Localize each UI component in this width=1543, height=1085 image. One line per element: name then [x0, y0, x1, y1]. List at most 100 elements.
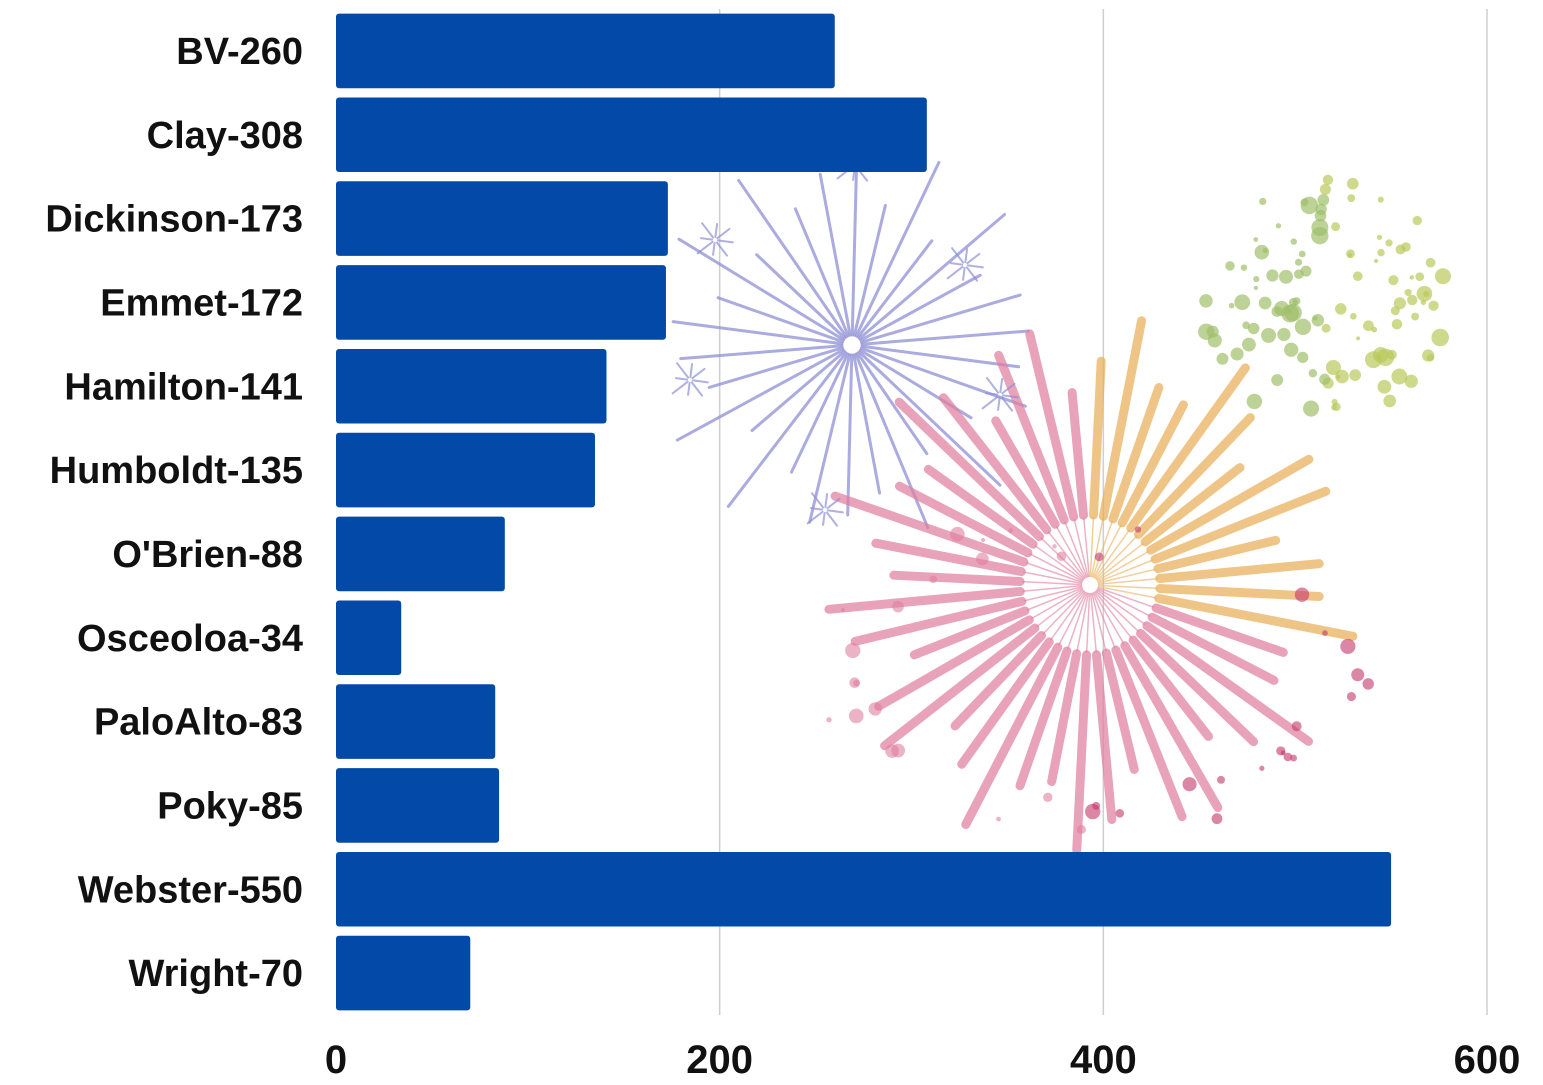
firework-dot: [1271, 306, 1283, 317]
firework-ray: [854, 160, 941, 338]
firework-dot: [1415, 272, 1425, 282]
firework-dot: [1308, 368, 1318, 378]
firework-ray: [966, 252, 981, 265]
firework-ray: [1035, 589, 1085, 628]
firework-dot: [1056, 551, 1067, 561]
firework-dot: [1303, 400, 1320, 417]
firework-ray: [1098, 316, 1147, 521]
category-labels: BV-260 Clay-308 Dickinson-173 Emmet-172 Hami…: [45, 31, 303, 995]
firework-dot: [1331, 222, 1341, 232]
category-label: Osceoloa-34: [77, 618, 303, 660]
firework-dot: [1094, 552, 1104, 562]
firework-dot: [1291, 721, 1302, 732]
firework-ray: [699, 237, 714, 241]
firework-dot: [1298, 250, 1306, 258]
bar: [336, 432, 595, 508]
firework-ray: [726, 351, 848, 508]
firework-ray: [857, 350, 1002, 487]
firework-dot: [1412, 215, 1422, 226]
category-label: Hamilton-141: [64, 366, 303, 408]
bar: [336, 97, 927, 173]
firework-dot: [1266, 269, 1279, 282]
firework-dot: [1404, 374, 1418, 388]
firework-ray: [1097, 584, 1158, 590]
firework-dot: [1404, 288, 1412, 297]
firework-ray: [750, 350, 846, 433]
firework-dot: [1216, 352, 1229, 365]
firework-dot: [1294, 269, 1304, 280]
firework-dot: [1388, 275, 1399, 286]
firework-ray: [691, 379, 709, 384]
firework-dot: [1211, 813, 1223, 825]
firework-ray: [1001, 394, 1019, 399]
firework-dot: [1385, 239, 1393, 247]
firework-dot: [1052, 544, 1057, 549]
firework-ray: [1029, 553, 1084, 582]
firework-ray: [1117, 400, 1188, 528]
firework-ray: [984, 392, 999, 396]
firework-dot: [848, 708, 864, 724]
firework-ray: [1153, 535, 1281, 574]
firework-dot: [1199, 294, 1213, 308]
firework-ray: [1095, 589, 1140, 633]
firework-ray: [671, 320, 844, 346]
firework-dot: [996, 816, 1001, 822]
firework-dot: [1271, 374, 1284, 387]
firework-dot: [975, 552, 989, 566]
firework-dot: [1234, 294, 1251, 311]
firework-dot: [1259, 765, 1265, 771]
x-tick-label: 200: [686, 1038, 753, 1082]
firework-ray: [957, 637, 1054, 769]
firework-ray: [871, 538, 1026, 577]
firework-ray: [716, 227, 731, 240]
firework-dot: [1377, 196, 1384, 203]
firework-dot: [1335, 369, 1349, 384]
firework-ray: [1091, 520, 1114, 578]
firework-ray: [737, 178, 848, 339]
bar: [336, 600, 402, 676]
firework-dot: [1294, 318, 1312, 336]
category-label: O'Brien-88: [112, 534, 303, 576]
firework-ray: [852, 203, 887, 337]
firework-ray: [1108, 383, 1164, 524]
firework-dot: [1217, 775, 1225, 784]
category-label: Humboldt-135: [50, 450, 303, 492]
firework-dot: [1376, 234, 1383, 240]
firework-dot: [1240, 264, 1248, 271]
firework-ray: [1055, 525, 1087, 579]
firework-ray: [1128, 635, 1213, 741]
firework-ray: [1155, 559, 1324, 584]
firework-dot: [1387, 349, 1397, 360]
firework-dot: [1262, 247, 1268, 254]
firework-ray: [1089, 517, 1095, 578]
firework-ray: [689, 362, 694, 379]
firework-ray: [675, 348, 845, 442]
firework-ray: [846, 353, 854, 517]
firework-ray: [1092, 592, 1116, 649]
firework-dot: [929, 575, 938, 584]
firework-ray: [701, 222, 715, 239]
firework-dot: [1242, 321, 1250, 330]
bar: [336, 935, 471, 1011]
firework-ray: [716, 239, 734, 244]
firework-dot: [1428, 300, 1439, 311]
firework-ray: [1111, 645, 1187, 822]
x-tick-label: 400: [1070, 1038, 1137, 1082]
firework-ray: [671, 380, 689, 395]
bar: [336, 265, 666, 340]
firework-dot: [1284, 303, 1302, 322]
firework-ray: [793, 207, 850, 338]
firework-ray: [818, 172, 852, 337]
firework-ray: [962, 266, 966, 281]
firework-dot: [1356, 336, 1361, 341]
firework-ray: [716, 296, 845, 344]
firework-dot: [1393, 297, 1407, 310]
firework-ray: [1094, 590, 1133, 640]
firework-ray: [826, 497, 841, 510]
firework-ray: [1090, 518, 1104, 578]
firework-dot: [1115, 808, 1125, 818]
bar: [336, 13, 835, 89]
firework-dot: [1362, 678, 1374, 690]
firework-ray: [860, 344, 1021, 369]
